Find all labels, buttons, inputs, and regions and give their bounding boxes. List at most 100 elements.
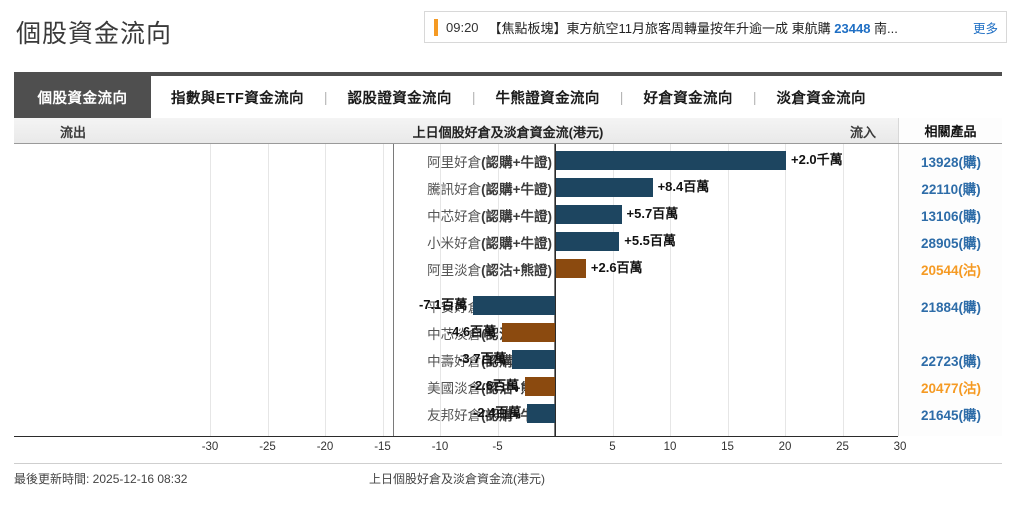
tab-item-0[interactable]: 指數與ETF資金流向: [171, 90, 304, 107]
product-code-9[interactable]: 21645(購): [920, 407, 982, 423]
product-code-3[interactable]: 28905(購): [920, 235, 982, 251]
gridline-20: [785, 144, 786, 436]
bar-value-label-3: +5.5百萬: [624, 233, 676, 248]
product-code-1[interactable]: 22110(購): [921, 181, 981, 197]
gridline-10: [670, 144, 671, 436]
x-axis-tick--15: -15: [374, 441, 391, 453]
x-axis-tick--10: -10: [431, 441, 449, 453]
gridline--10: [440, 144, 441, 436]
product-code-0[interactable]: 13928(購): [920, 154, 982, 170]
series-name-suffix: (認購+牛證): [481, 235, 552, 251]
x-axis-tick-20: 20: [778, 441, 792, 453]
tab-separator: |: [323, 89, 328, 105]
tab-bar: 個股資金流向 指數與ETF資金流向 | 認股證資金流向 | 牛熊證資金流向 | 好倉資金流向…: [14, 72, 1002, 118]
bar-value-label-6: -4.6百萬: [447, 324, 497, 339]
page-footer: 最後更新時間: 2025-12-16 08:32 上日個股好倉及淡倉資金流(港元…: [14, 463, 1002, 489]
news-time: 09:20: [446, 19, 479, 35]
bar-9[interactable]: [527, 404, 555, 423]
news-more-link[interactable]: 更多: [972, 21, 998, 36]
chart-plot-area: 阿里好倉 (認購+牛證) 騰訊好倉 (認購+牛證) 中芯好倉 (認購+牛證) 小米好倉…: [14, 144, 901, 436]
series-name-text: 中芯好倉: [427, 208, 482, 224]
gridline--25: [267, 144, 269, 436]
gridline-5: [612, 144, 614, 436]
series-name-suffix: (認購+牛證): [481, 154, 552, 170]
tab-item-3[interactable]: 好倉資金流向: [643, 90, 733, 107]
x-axis-tick--20: -20: [316, 441, 334, 453]
series-name-3: 小米好倉 (認購+牛證): [394, 228, 556, 255]
series-name-text: 騰訊好倉: [427, 181, 482, 197]
news-bullet-icon: [434, 18, 438, 36]
product-code-2[interactable]: 13106(購): [920, 208, 982, 224]
gridline--15: [382, 144, 384, 436]
x-axis-tick-5: 5: [609, 441, 616, 453]
last-update-text: 最後更新時間: 2025-12-16 08:32: [14, 472, 188, 486]
news-headline[interactable]: 【焦點板塊】東方航空11月旅客周轉量按年升逾一成 東航購 23448 南...: [489, 18, 967, 37]
x-axis-tick-25: 25: [836, 441, 849, 453]
page-title: 個股資金流向: [16, 20, 173, 48]
column-header-bar: 流出 上日個股好倉及淡倉資金流(港元) 流入 相關產品: [14, 118, 1002, 144]
bar-8[interactable]: [525, 377, 555, 396]
bar-value-label-0: +2.0千萬: [791, 152, 843, 167]
series-name-suffix: (認購+牛證): [481, 181, 552, 197]
bar-value-label-9: -2.4百萬: [473, 405, 522, 420]
x-axis-tick--25: -25: [259, 441, 276, 453]
news-headline-after: 南...: [870, 20, 898, 36]
gridline-15: [727, 144, 729, 436]
bar-6[interactable]: [502, 323, 555, 342]
x-axis-tick-30: 30: [893, 441, 907, 453]
bar-7[interactable]: [512, 350, 555, 369]
tab-individual-stock-fund-flow[interactable]: 個股資金流向: [14, 76, 151, 118]
series-name-1: 騰訊好倉 (認購+牛證): [394, 174, 556, 201]
x-axis-tick-10: 10: [663, 441, 677, 453]
related-products-column: 13928(購) 22110(購) 13106(購) 28905(購) 20544(沽)…: [898, 144, 1002, 436]
product-code-5[interactable]: 21884(購): [920, 299, 982, 315]
tab-item-1[interactable]: 認股證資金流向: [347, 90, 452, 107]
bar-value-label-4: +2.6百萬: [590, 260, 643, 275]
gridline-25: [842, 144, 844, 436]
x-axis-tick-15: 15: [721, 441, 734, 453]
gridline--5: [497, 144, 499, 436]
bar-0[interactable]: [556, 151, 786, 170]
series-name-text: 小米好倉: [427, 235, 482, 251]
series-name-0: 阿里好倉 (認購+牛證): [394, 147, 556, 174]
series-name-4: 阿里淡倉 (認沽+熊證): [394, 255, 556, 282]
series-name-text: 阿里好倉: [427, 154, 482, 170]
column-header-title: 上日個股好倉及淡倉資金流(港元): [412, 125, 604, 140]
bar-value-label-2: +5.7百萬: [626, 206, 679, 221]
bar-value-label-1: +8.4百萬: [657, 179, 710, 194]
product-code-7[interactable]: 22723(購): [920, 353, 982, 369]
tab-separator: |: [619, 89, 624, 105]
column-header-outflow: 流出: [60, 125, 87, 140]
product-code-8[interactable]: 20477(沽): [920, 380, 982, 396]
bar-5[interactable]: [473, 296, 555, 315]
bar-value-label-7: -3.7百萬: [458, 351, 507, 366]
tab-item-4[interactable]: 淡倉資金流向: [776, 90, 866, 107]
tab-item-2[interactable]: 牛熊證資金流向: [495, 90, 600, 107]
zero-axis-line: [555, 144, 556, 436]
product-code-6: [899, 319, 1003, 346]
gridline--30: [210, 144, 211, 436]
gridline--20: [325, 144, 326, 436]
news-ticker[interactable]: 09:20 【焦點板塊】東方航空11月旅客周轉量按年升逾一成 東航購 23448…: [424, 11, 1007, 43]
tab-list: 指數與ETF資金流向 | 認股證資金流向 | 牛熊證資金流向 | 好倉資金流向 | 淡倉資金流向: [151, 76, 886, 118]
bar-3[interactable]: [556, 232, 620, 251]
series-name-suffix: (認購+牛證): [481, 208, 552, 224]
page-header: 個股資金流向 09:20 【焦點板塊】東方航空11月旅客周轉量按年升逾一成 東航…: [0, 0, 1015, 62]
bar-1[interactable]: [556, 178, 653, 197]
series-name-text: 阿里淡倉: [427, 262, 482, 278]
tab-separator: |: [752, 89, 757, 105]
x-axis-tick--30: -30: [201, 441, 219, 453]
product-code-4[interactable]: 20544(沽): [920, 262, 982, 278]
bar-4[interactable]: [556, 259, 586, 278]
chart-caption: 上日個股好倉及淡倉資金流(港元): [369, 472, 545, 486]
x-axis-tick--5: -5: [492, 441, 503, 453]
bar-2[interactable]: [556, 205, 622, 224]
news-stock-code[interactable]: 23448: [834, 20, 871, 36]
column-header-related-products: 相關產品: [898, 118, 1002, 143]
tab-separator: |: [471, 89, 476, 105]
column-header-inflow: 流入: [849, 125, 876, 140]
series-name-2: 中芯好倉 (認購+牛證): [394, 201, 556, 228]
bar-value-label-5: -7.1百萬: [418, 297, 468, 312]
news-headline-before: 【焦點板塊】東方航空11月旅客周轉量按年升逾一成 東航購: [488, 20, 835, 36]
